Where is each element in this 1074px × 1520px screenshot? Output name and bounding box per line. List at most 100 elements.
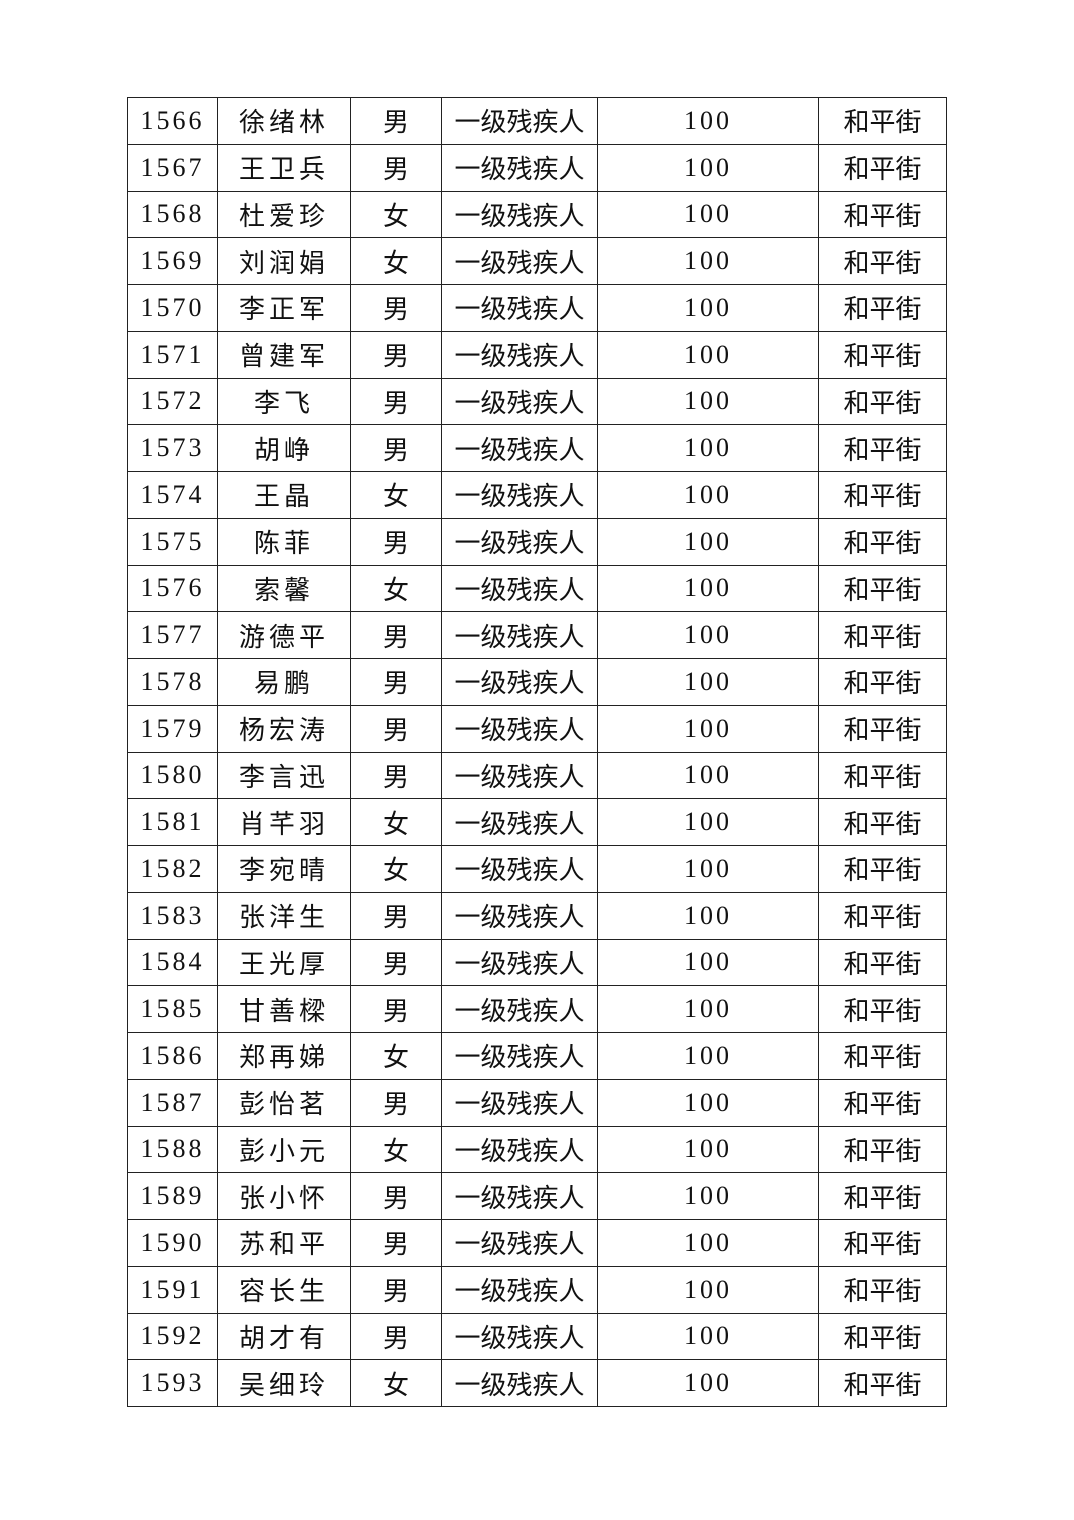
- cell-amount: 100: [597, 424, 819, 472]
- table-row: 1585 甘善樑男一级残疾人 100 和平街: [127, 985, 947, 1033]
- cell-category: 一级残疾人: [441, 1172, 598, 1220]
- cell-category: 一级残疾人: [441, 1032, 598, 1080]
- table-row: 1566 徐绪林男一级残疾人 100 和平街: [127, 97, 947, 145]
- cell-amount: 100: [597, 517, 819, 566]
- cell-street: 和平街: [818, 751, 947, 800]
- cell-gender: 男: [350, 97, 442, 145]
- cell-name: 王晶: [217, 471, 351, 519]
- cell-name: 李飞: [217, 377, 351, 426]
- cell-gender: 男: [350, 938, 442, 987]
- cell-name: 索馨: [217, 564, 351, 613]
- cell-gender: 男: [350, 424, 442, 472]
- cell-number: 1584: [127, 938, 218, 987]
- table-row: 1593 吴细玲女一级残疾人 100 和平街: [127, 1359, 947, 1407]
- cell-number: 1585: [127, 985, 218, 1033]
- table-row: 1579 杨宏涛男一级残疾人 100 和平街: [127, 704, 947, 753]
- roster-body: 1566 徐绪林男一级残疾人 100 和平街 1567 王卫兵男一级残疾人 100 和平街 15…: [127, 97, 947, 1407]
- cell-category: 一级残疾人: [441, 658, 598, 706]
- cell-category: 一级残疾人: [441, 564, 598, 613]
- cell-gender: 女: [350, 190, 442, 239]
- cell-gender: 男: [350, 1078, 442, 1127]
- roster-table: 1566 徐绪林男一级残疾人 100 和平街 1567 王卫兵男一级残疾人 100 和平街 15…: [127, 97, 947, 1407]
- cell-category: 一级残疾人: [441, 1265, 598, 1314]
- cell-number: 1572: [127, 377, 218, 426]
- cell-category: 一级残疾人: [441, 377, 598, 426]
- cell-name: 肖芊羽: [217, 798, 351, 846]
- cell-name: 刘润娟: [217, 237, 351, 285]
- cell-amount: 100: [597, 97, 819, 145]
- cell-name: 李言迅: [217, 751, 351, 800]
- cell-amount: 100: [597, 891, 819, 940]
- cell-name: 张洋生: [217, 891, 351, 940]
- table-row: 1571 曾建军男一级残疾人 100 和平街: [127, 330, 947, 379]
- cell-street: 和平街: [818, 1312, 947, 1361]
- cell-gender: 男: [350, 1172, 442, 1220]
- cell-amount: 100: [597, 1265, 819, 1314]
- table-row: 1584 王光厚男一级残疾人 100 和平街: [127, 938, 947, 987]
- cell-name: 彭小元: [217, 1125, 351, 1174]
- cell-amount: 100: [597, 237, 819, 285]
- cell-number: 1586: [127, 1032, 218, 1080]
- cell-number: 1575: [127, 517, 218, 566]
- cell-name: 李正军: [217, 284, 351, 332]
- cell-gender: 男: [350, 658, 442, 706]
- cell-name: 易鹏: [217, 658, 351, 706]
- cell-street: 和平街: [818, 704, 947, 753]
- cell-amount: 100: [597, 471, 819, 519]
- cell-category: 一级残疾人: [441, 471, 598, 519]
- cell-gender: 男: [350, 1219, 442, 1267]
- table-row: 1588 彭小元女一级残疾人 100 和平街: [127, 1125, 947, 1174]
- cell-number: 1570: [127, 284, 218, 332]
- cell-amount: 100: [597, 751, 819, 800]
- cell-gender: 男: [350, 751, 442, 800]
- cell-street: 和平街: [818, 1078, 947, 1127]
- cell-gender: 男: [350, 611, 442, 659]
- cell-name: 张小怀: [217, 1172, 351, 1220]
- cell-street: 和平街: [818, 424, 947, 472]
- cell-number: 1569: [127, 237, 218, 285]
- cell-category: 一级残疾人: [441, 97, 598, 145]
- cell-number: 1592: [127, 1312, 218, 1361]
- table-row: 1590 苏和平男一级残疾人 100 和平街: [127, 1219, 947, 1267]
- cell-amount: 100: [597, 704, 819, 753]
- cell-amount: 100: [597, 143, 819, 192]
- cell-amount: 100: [597, 564, 819, 613]
- cell-category: 一级残疾人: [441, 751, 598, 800]
- table-row: 1570 李正军男一级残疾人 100 和平街: [127, 284, 947, 332]
- cell-amount: 100: [597, 1359, 819, 1407]
- cell-amount: 100: [597, 985, 819, 1033]
- cell-number: 1571: [127, 330, 218, 379]
- table-row: 1569 刘润娟女一级残疾人 100 和平街: [127, 237, 947, 285]
- cell-gender: 男: [350, 891, 442, 940]
- cell-street: 和平街: [818, 938, 947, 987]
- table-row: 1572 李飞男一级残疾人 100 和平街: [127, 377, 947, 426]
- cell-name: 李宛晴: [217, 845, 351, 893]
- cell-category: 一级残疾人: [441, 330, 598, 379]
- table-row: 1568 杜爱珍女一级残疾人 100 和平街: [127, 190, 947, 239]
- cell-street: 和平街: [818, 1125, 947, 1174]
- table-row: 1580 李言迅男一级残疾人 100 和平街: [127, 751, 947, 800]
- cell-gender: 女: [350, 564, 442, 613]
- cell-category: 一级残疾人: [441, 284, 598, 332]
- cell-street: 和平街: [818, 143, 947, 192]
- cell-amount: 100: [597, 845, 819, 893]
- cell-category: 一级残疾人: [441, 1312, 598, 1361]
- cell-category: 一级残疾人: [441, 1125, 598, 1174]
- cell-category: 一级残疾人: [441, 1078, 598, 1127]
- cell-name: 游德平: [217, 611, 351, 659]
- cell-street: 和平街: [818, 237, 947, 285]
- cell-number: 1588: [127, 1125, 218, 1174]
- cell-amount: 100: [597, 1078, 819, 1127]
- cell-gender: 女: [350, 798, 442, 846]
- cell-street: 和平街: [818, 1172, 947, 1220]
- cell-amount: 100: [597, 284, 819, 332]
- cell-name: 郑再娣: [217, 1032, 351, 1080]
- cell-amount: 100: [597, 1219, 819, 1267]
- cell-amount: 100: [597, 938, 819, 987]
- table-row: 1575 陈菲男一级残疾人 100 和平街: [127, 517, 947, 566]
- cell-name: 曾建军: [217, 330, 351, 379]
- cell-name: 陈菲: [217, 517, 351, 566]
- cell-name: 徐绪林: [217, 97, 351, 145]
- cell-street: 和平街: [818, 1265, 947, 1314]
- cell-gender: 女: [350, 1359, 442, 1407]
